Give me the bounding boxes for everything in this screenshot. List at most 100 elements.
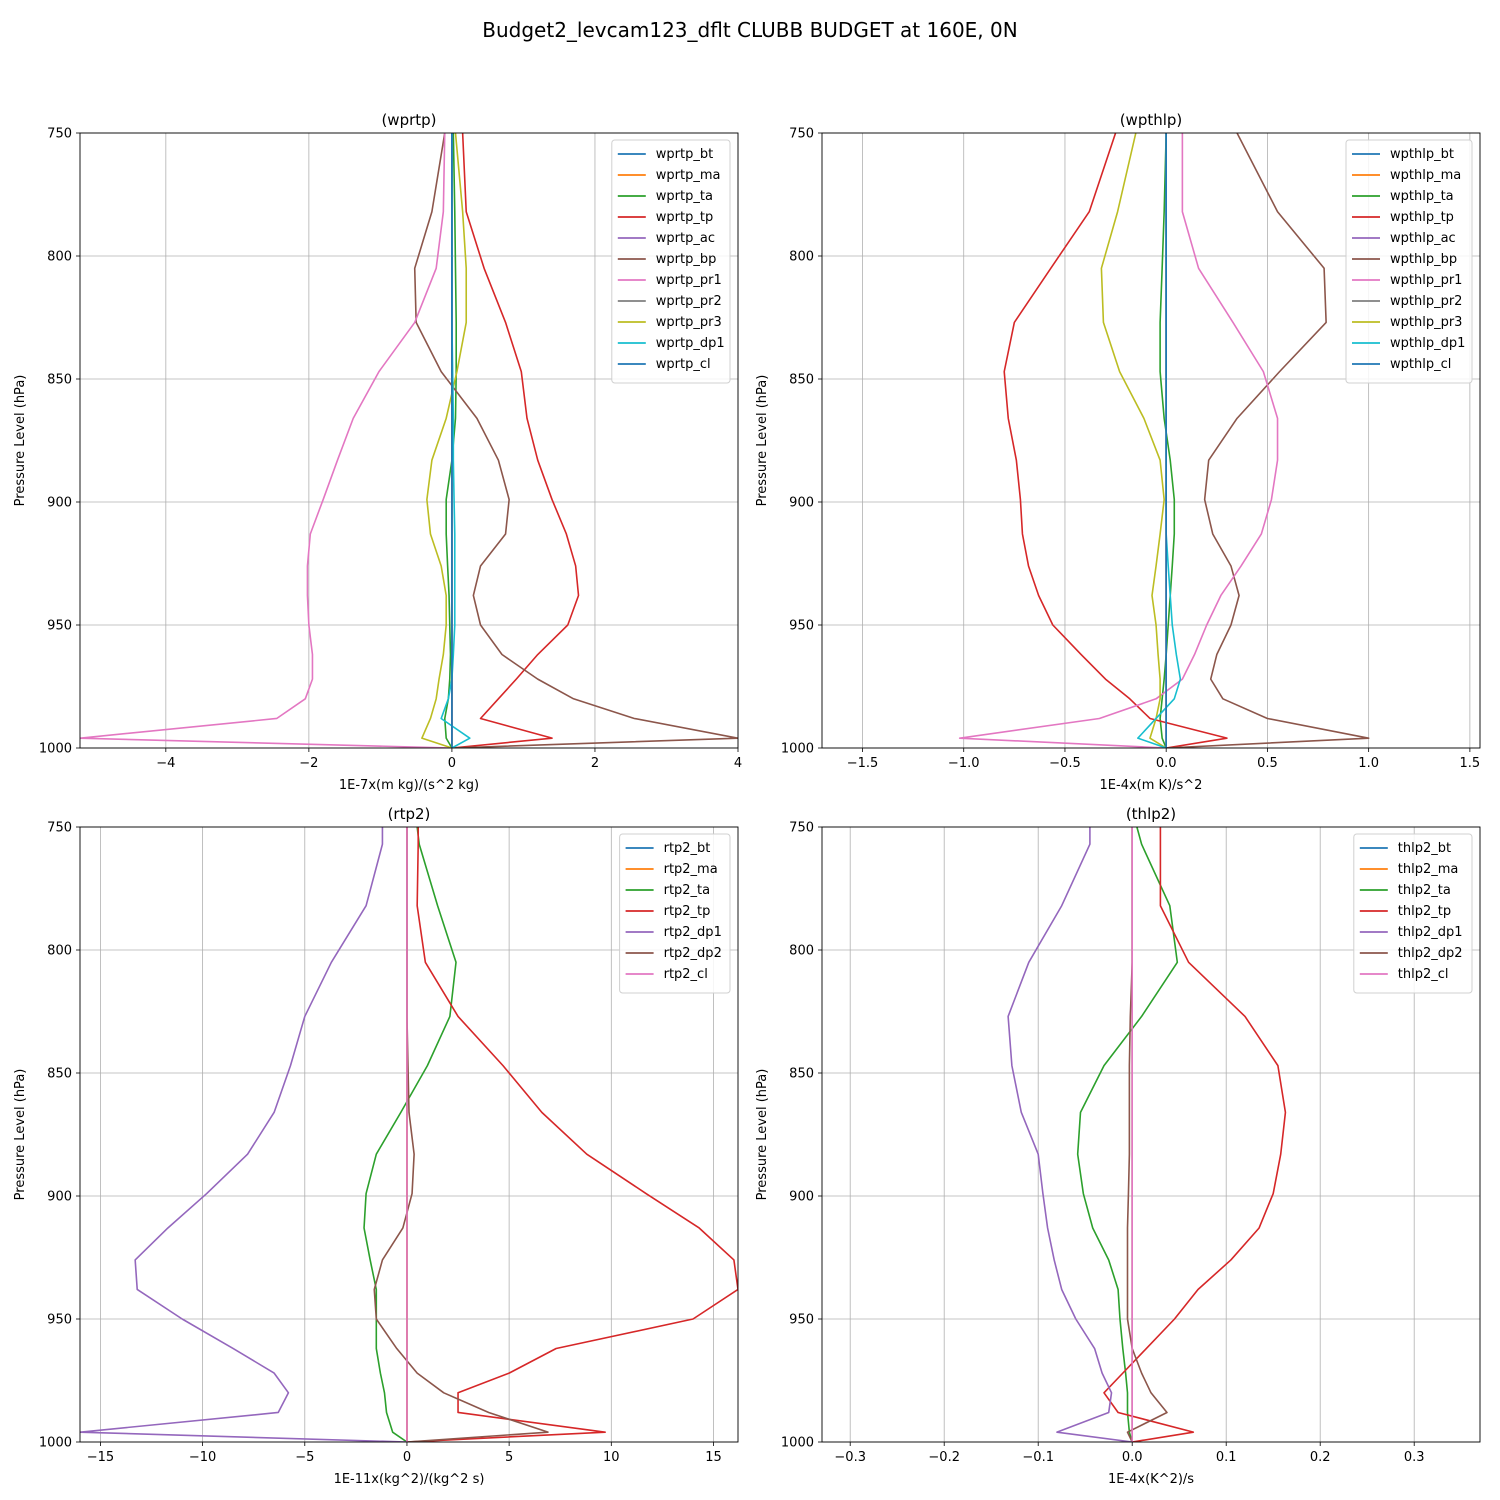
series-line-wprtp_pr3 [421,133,468,748]
x-tick-label: 0.2 [1310,1450,1331,1465]
x-tick-label: −10 [189,1450,216,1465]
x-tick-label: 5 [505,1450,513,1465]
legend-label: wprtp_tp [656,210,713,225]
plot-frame [79,826,739,1443]
y-axis-label: Pressure Level (hPa) [13,375,28,507]
plot-frame [821,132,1481,749]
series-line-wpthlp_ta [1159,133,1176,748]
x-tick-label: 0 [403,1450,411,1465]
y-tick-label: 950 [47,1313,72,1328]
x-tick-label: 0.1 [1216,1450,1237,1465]
y-tick-label: 850 [789,1067,814,1082]
y-axis-label: Pressure Level (hPa) [13,1069,28,1201]
panel-3: (thlp2) −0.3 −0.2 −0.1 0.0 0.1 0.2 0.3 750 800 850… [755,805,1481,1487]
legend: wprtp_bt wprtp_ma wprtp_ta wprtp_tp wprtp_ac… [611,139,731,384]
legend-label: rtp2_ma [664,862,718,877]
y-tick-label: 800 [789,944,814,959]
legend-label: thlp2_dp2 [1398,946,1463,961]
x-tick-label: 10 [603,1450,620,1465]
legend-label: thlp2_ma [1398,862,1459,877]
x-tick-label: −0.5 [1049,756,1081,771]
legend-label: wpthlp_pr3 [1390,315,1462,330]
legend-label: thlp2_cl [1398,967,1449,982]
legend-label: rtp2_dp1 [664,925,722,940]
x-tick-label: 0.0 [1156,756,1177,771]
legend-label: wprtp_bt [656,147,713,162]
x-tick-label: 0.5 [1257,756,1278,771]
y-tick-label: 900 [789,496,814,511]
legend: wpthlp_bt wpthlp_ma wpthlp_ta wpthlp_tpwpth… [1345,139,1473,384]
y-tick-label: 750 [47,127,72,142]
y-axis-label: Pressure Level (hPa) [755,375,770,507]
y-tick-label: 800 [789,250,814,265]
legend-label: wprtp_cl [656,357,711,372]
legend-label: rtp2_tp [664,904,711,919]
x-axis-label: 1E-11x(kg^2)/(kg^2 s) [334,1472,485,1487]
legend: thlp2_bt thlp2_ma thlp2_ta thlp2_tp thlp2_dp… [1353,833,1473,994]
y-tick-label: 850 [47,1067,72,1082]
y-tick-label: 750 [789,821,814,836]
y-tick-label: 900 [47,496,72,511]
series-line-wprtp_pr1 [80,133,452,748]
legend-label: wpthlp_bp [1390,252,1457,267]
panel-0: (wprtp) −4 −2 0 2 4 750 800 850 900 950 1000 1E-7x(m… [13,111,742,793]
plot-frame [79,132,739,749]
series-line-wpthlp_tp [1003,133,1228,748]
panel-1: (wpthlp) −1.5 −1.0 −0.5 0.0 0.5 1.0 1.5 750 800 85… [755,111,1481,793]
y-tick-label: 950 [789,1313,814,1328]
legend-label: wpthlp_ta [1390,189,1454,204]
series-line-wprtp_ta [443,133,458,748]
x-tick-label: −15 [87,1450,114,1465]
legend-label: thlp2_bt [1398,841,1451,856]
x-tick-label: 1.5 [1460,756,1481,771]
panel-title: (rtp2) [388,805,431,823]
y-tick-label: 950 [47,619,72,634]
y-axis-label: Pressure Level (hPa) [755,1069,770,1201]
legend-label: rtp2_cl [664,967,708,982]
y-tick-label: 850 [789,373,814,388]
legend-label: wprtp_pr1 [656,273,722,288]
series-group [80,827,738,1442]
legend-label: rtp2_dp2 [664,946,722,961]
legend-label: wpthlp_pr1 [1390,273,1462,288]
legend-label: wpthlp_dp1 [1390,336,1465,351]
panel-title: (wprtp) [381,111,436,129]
series-line-thlp2_tp [1103,827,1287,1442]
legend-label: wprtp_dp1 [656,336,725,351]
legend-label: thlp2_ta [1398,883,1451,898]
legend-label: wpthlp_ma [1390,168,1461,183]
series-line-wprtp_bp [413,133,738,748]
x-tick-label: 1.0 [1358,756,1379,771]
x-tick-label: −4 [156,756,175,771]
x-tick-label: 4 [734,756,742,771]
legend-label: wpthlp_pr2 [1390,294,1462,309]
y-tick-label: 900 [47,1190,72,1205]
panel-title: (thlp2) [1126,805,1176,823]
series-line-thlp2_ta [1076,827,1179,1442]
x-tick-label: −2 [299,756,318,771]
legend-label: rtp2_ta [664,883,711,898]
y-tick-label: 1000 [39,742,72,757]
series-line-rtp2_ta [363,827,457,1442]
legend: rtp2_bt rtp2_ma rtp2_ta rtp2_tp rtp2_dp1 rtp2… [619,833,731,994]
legend-label: thlp2_tp [1398,904,1451,919]
series-line-wprtp_tp [451,133,580,748]
figure-title: Budget2_levcam123_dflt CLUBB BUDGET at 1… [482,18,1017,42]
x-tick-label: 0.3 [1404,1450,1425,1465]
y-tick-label: 800 [47,944,72,959]
series-group [80,133,738,748]
series-line-thlp2_dp2 [1126,827,1168,1442]
y-tick-label: 850 [47,373,72,388]
legend-label: wprtp_ma [656,168,721,183]
x-tick-label: −0.2 [928,1450,960,1465]
series-line-wpthlp_bp [1166,133,1370,748]
series-line-rtp2_dp1 [80,827,407,1442]
legend-label: wprtp_bp [656,252,717,267]
x-tick-label: 15 [705,1450,722,1465]
x-axis-label: 1E-7x(m kg)/(s^2 kg) [339,778,479,793]
x-tick-label: −0.3 [834,1450,866,1465]
series-group [1007,827,1287,1442]
legend-label: thlp2_dp1 [1398,925,1463,940]
legend-label: wpthlp_ac [1390,231,1456,246]
x-tick-label: 2 [591,756,599,771]
